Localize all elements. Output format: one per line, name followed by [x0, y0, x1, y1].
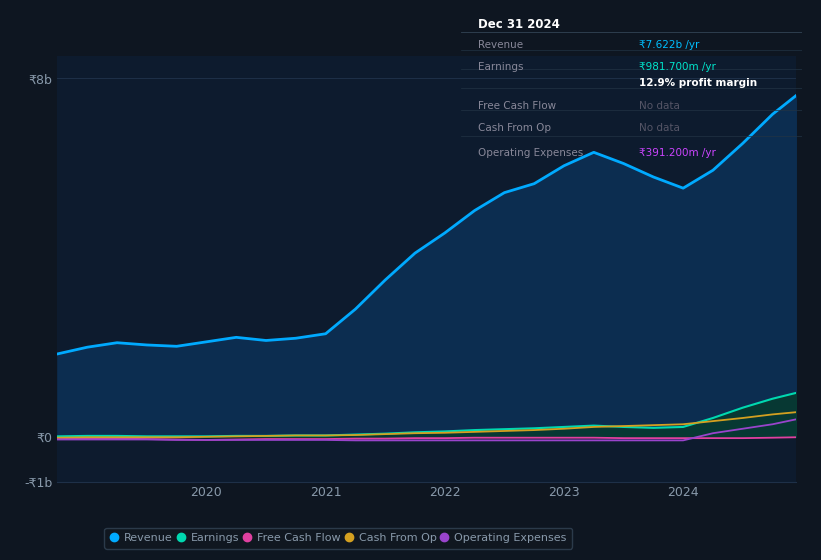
- Text: No data: No data: [639, 101, 680, 110]
- Text: ₹7.622b /yr: ₹7.622b /yr: [639, 40, 699, 50]
- Text: Dec 31 2024: Dec 31 2024: [479, 17, 560, 31]
- Text: Operating Expenses: Operating Expenses: [479, 148, 584, 158]
- Text: Free Cash Flow: Free Cash Flow: [479, 101, 557, 110]
- Text: 12.9% profit margin: 12.9% profit margin: [639, 78, 757, 88]
- Text: ₹391.200m /yr: ₹391.200m /yr: [639, 148, 715, 158]
- Text: Cash From Op: Cash From Op: [479, 123, 552, 133]
- Text: ₹981.700m /yr: ₹981.700m /yr: [639, 62, 715, 72]
- Text: Revenue: Revenue: [479, 40, 524, 50]
- Text: Earnings: Earnings: [479, 62, 524, 72]
- Text: No data: No data: [639, 123, 680, 133]
- Legend: Revenue, Earnings, Free Cash Flow, Cash From Op, Operating Expenses: Revenue, Earnings, Free Cash Flow, Cash …: [104, 528, 572, 549]
